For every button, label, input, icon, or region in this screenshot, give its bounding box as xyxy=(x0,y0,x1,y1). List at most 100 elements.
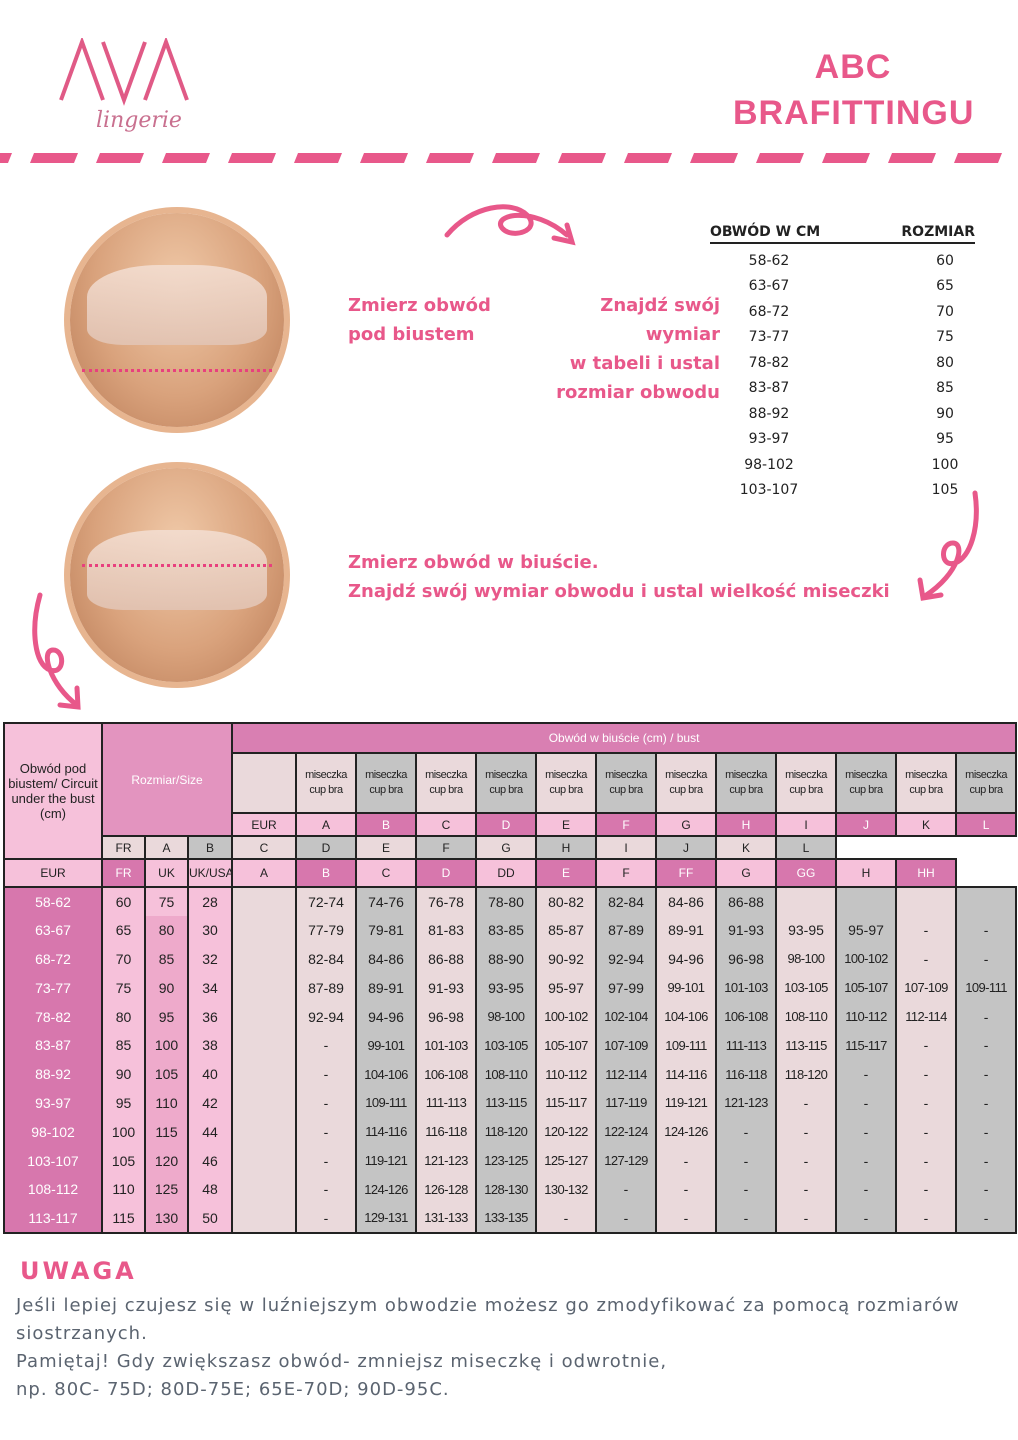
eur-size: 90 xyxy=(101,1059,146,1089)
eur-size: 85 xyxy=(101,1030,146,1060)
bust-range: 97-99 xyxy=(595,973,657,1003)
bust-range: - xyxy=(295,1059,357,1089)
bust-range: 116-118 xyxy=(415,1117,477,1147)
bust-range xyxy=(895,886,957,916)
bust-range: 79-81 xyxy=(355,915,417,945)
bust-range: - xyxy=(295,1146,357,1175)
eur-size: 80 xyxy=(101,1002,146,1031)
dash xyxy=(228,153,276,163)
fr-size: 95 xyxy=(144,1002,189,1031)
bust-range: 119-121 xyxy=(655,1088,717,1118)
dash xyxy=(426,153,474,163)
empty-cell xyxy=(231,1059,297,1089)
bust-range: 114-116 xyxy=(655,1059,717,1089)
bust-range: - xyxy=(655,1203,717,1234)
underbust-value: 103-107 xyxy=(3,1146,103,1175)
ava-logo xyxy=(59,38,189,106)
bust-range: 128-130 xyxy=(475,1174,537,1204)
band-size-table-header: OBWÓD W CM ROZMIAR xyxy=(710,224,975,244)
dash xyxy=(360,153,408,163)
uk-size: 40 xyxy=(187,1059,233,1089)
uk-size: 36 xyxy=(187,1002,233,1031)
size-value: 80 xyxy=(936,354,954,371)
cup-fr: F xyxy=(415,835,477,860)
cup-eur: I xyxy=(775,812,837,837)
underbust-value: 78-82 xyxy=(3,1002,103,1031)
dash xyxy=(888,153,936,163)
cup-eur: L xyxy=(954,812,1018,837)
size-value: 75 xyxy=(936,329,954,346)
cup-label-pl: miseczka xyxy=(605,769,647,781)
underbust-photo xyxy=(62,205,292,435)
bust-range: - xyxy=(295,1030,357,1060)
bust-range: 118-120 xyxy=(475,1117,537,1147)
bust-range: 109-111 xyxy=(655,1030,717,1060)
bust-range: 103-105 xyxy=(775,973,837,1003)
empty-cell xyxy=(231,1002,297,1031)
system-label: FR xyxy=(101,835,146,860)
bust-header: Obwód w biuście (cm) / bust xyxy=(230,722,1018,754)
bust-range: - xyxy=(715,1146,777,1175)
bust-range: - xyxy=(295,1117,357,1147)
cup-label-en: cup bra xyxy=(549,784,583,796)
bust-range: 117-119 xyxy=(595,1088,657,1118)
circumference-value: 93-97 xyxy=(748,431,790,448)
bust-range: 87-89 xyxy=(295,973,357,1003)
cup-fr: I xyxy=(595,835,657,860)
circumference-value: 68-72 xyxy=(748,303,790,320)
dash xyxy=(294,153,342,163)
bust-range: 86-88 xyxy=(415,944,477,974)
table-row: 63-67 65 80 30 77-79 79-81 81-83 83-85 85-87 87-8… xyxy=(3,915,1018,945)
cup-label: miseczka cup bra xyxy=(295,752,357,814)
bust-range: 108-110 xyxy=(775,1002,837,1031)
cup-fr: L xyxy=(775,835,837,860)
bust-range: 113-115 xyxy=(475,1088,537,1118)
cup-uk: D xyxy=(415,858,477,888)
cup-label-en: cup bra xyxy=(609,784,643,796)
bust-range: 106-108 xyxy=(715,1002,777,1031)
size-value: 60 xyxy=(936,252,954,269)
cup-eur: B xyxy=(355,812,417,837)
eur-size: 115 xyxy=(101,1203,146,1234)
cup-label-pl: miseczka xyxy=(665,769,707,781)
uk-size: 38 xyxy=(187,1030,233,1060)
curly-arrow-icon xyxy=(917,490,979,601)
table-row: 93-97 95 110 42-109-111 111-113 113-115 115-11… xyxy=(3,1088,1018,1118)
dash xyxy=(954,153,1002,163)
bust-range: 101-103 xyxy=(715,973,777,1003)
bust-range: 109-111 xyxy=(954,973,1018,1003)
dash xyxy=(822,153,870,163)
uk-size: 50 xyxy=(187,1203,233,1234)
dash xyxy=(690,153,738,163)
band-size-row: 73-77 75 xyxy=(710,325,975,351)
text-line: Zmierz obwód xyxy=(348,295,491,316)
bust-range: 121-123 xyxy=(715,1088,777,1118)
cup-label-pl: miseczka xyxy=(785,769,827,781)
cup-label: miseczka cup bra xyxy=(895,752,957,814)
bust-range: 87-89 xyxy=(595,915,657,945)
bust-range: 93-95 xyxy=(775,915,837,945)
bust-range: - xyxy=(954,1146,1018,1175)
text-line: w tabeli i ustal xyxy=(569,353,720,374)
underbust-value: 83-87 xyxy=(3,1030,103,1060)
cup-fr: A xyxy=(144,835,189,860)
cup-label-en: cup bra xyxy=(789,784,823,796)
cup-eur: D xyxy=(475,812,537,837)
bust-range: 123-125 xyxy=(475,1146,537,1175)
bust-range: - xyxy=(895,1203,957,1234)
size-value: 85 xyxy=(936,380,954,397)
cup-label-pl: miseczka xyxy=(965,769,1007,781)
bust-range: 115-117 xyxy=(535,1088,597,1118)
bust-range: - xyxy=(535,1203,597,1234)
cup-label-en: cup bra xyxy=(369,784,403,796)
fr-size: 100 xyxy=(144,1030,189,1060)
size-value: 70 xyxy=(936,303,954,320)
bust-range: 106-108 xyxy=(415,1059,477,1089)
bust-range: - xyxy=(775,1117,837,1147)
uk-size: 46 xyxy=(187,1146,233,1175)
dash xyxy=(756,153,804,163)
circumference-value: 73-77 xyxy=(748,329,790,346)
cup-eur: A xyxy=(295,812,357,837)
eur-size: 95 xyxy=(101,1088,146,1118)
bust-range: 92-94 xyxy=(295,1002,357,1031)
